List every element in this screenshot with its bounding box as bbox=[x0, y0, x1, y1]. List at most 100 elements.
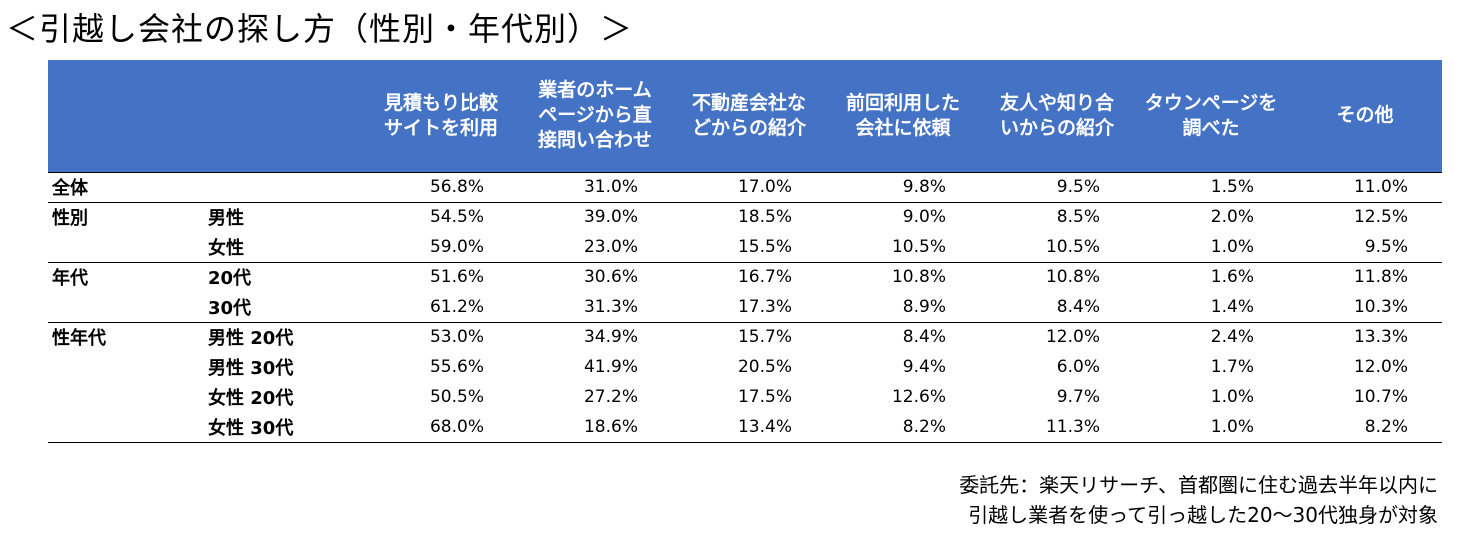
value-cell: 30.6% bbox=[518, 261, 672, 292]
column-header: 見積もり比較 サイトを利用 bbox=[364, 60, 518, 172]
row-sub-label: 男性 30代 bbox=[208, 358, 294, 379]
page-title: ＜引越し会社の探し方（性別・年代別）＞ bbox=[6, 10, 634, 48]
row-group-label bbox=[48, 232, 204, 262]
value-cell: 55.6% bbox=[429, 357, 484, 377]
value-cell: 8.9% bbox=[902, 296, 946, 317]
value-cell: 10.3% bbox=[1353, 296, 1408, 317]
value-cell: 59.0% bbox=[429, 236, 484, 257]
value-cell: 10.8% bbox=[826, 261, 980, 292]
table-row: 30代 61.2% 31.3% 17.3% 8.9% 8.4% 1.4% 10.3% bbox=[48, 292, 1442, 322]
value-cell: 11.8% bbox=[1288, 261, 1442, 292]
value-cell: 15.5% bbox=[737, 236, 792, 257]
value-cell: 8.4% bbox=[1056, 296, 1100, 317]
value-cell: 12.0% bbox=[1353, 357, 1408, 377]
footnote: 委託先：楽天リサーチ、首都圏に住む過去半年以内に 引越し業者を使って引っ越した2… bbox=[959, 473, 1438, 527]
table-row: 年代 20代 51.6% 30.6% 16.7% 10.8% 10.8% 1.6% 11.8% bbox=[48, 261, 1442, 292]
value-cell: 1.7% bbox=[1210, 357, 1254, 377]
value-cell: 41.9% bbox=[583, 357, 638, 377]
value-cell: 27.2% bbox=[583, 387, 638, 407]
row-group-label: 性別 bbox=[48, 201, 204, 232]
header-corner-group bbox=[48, 60, 204, 172]
value-cell: 51.6% bbox=[364, 261, 518, 292]
value-cell: 15.7% bbox=[672, 321, 826, 352]
value-cell: 54.5% bbox=[364, 201, 518, 232]
value-cell: 10.8% bbox=[980, 261, 1134, 292]
value-cell: 20.5% bbox=[737, 357, 792, 377]
value-cell: 34.9% bbox=[518, 321, 672, 352]
value-cell: 1.0% bbox=[1134, 412, 1288, 443]
value-cell: 17.3% bbox=[737, 296, 792, 317]
value-cell: 9.4% bbox=[902, 357, 946, 377]
row-sub-label: 男性 bbox=[204, 201, 364, 232]
value-cell: 1.5% bbox=[1134, 171, 1288, 202]
row-group-label bbox=[48, 292, 204, 322]
value-cell: 8.2% bbox=[826, 412, 980, 443]
row-sub-label: 20代 bbox=[204, 261, 364, 292]
value-cell: 50.5% bbox=[429, 387, 484, 407]
value-cell: 31.3% bbox=[583, 296, 638, 317]
survey-table: 見積もり比較 サイトを利用 業者のホーム ページから直 接問い合わせ 不動産会社… bbox=[48, 60, 1442, 443]
column-header: 業者のホーム ページから直 接問い合わせ bbox=[518, 60, 672, 172]
table-row: 全体 56.8% 31.0% 17.0% 9.8% 9.5% 1.5% 11.0% bbox=[48, 171, 1442, 202]
value-cell: 18.6% bbox=[518, 412, 672, 443]
value-cell: 9.5% bbox=[1364, 236, 1408, 257]
value-cell: 13.4% bbox=[672, 412, 826, 443]
table-row: 女性 20代 50.5% 27.2% 17.5% 12.6% 9.7% 1.0% 10.7% bbox=[48, 382, 1442, 412]
value-cell: 8.5% bbox=[980, 201, 1134, 232]
value-cell: 10.5% bbox=[1045, 236, 1100, 257]
row-group-label: 年代 bbox=[48, 261, 204, 292]
value-cell: 17.0% bbox=[672, 171, 826, 202]
value-cell: 10.5% bbox=[891, 236, 946, 257]
value-cell: 1.0% bbox=[1210, 236, 1254, 257]
value-cell: 6.0% bbox=[1056, 357, 1100, 377]
value-cell: 12.6% bbox=[891, 387, 946, 407]
value-cell: 1.4% bbox=[1210, 296, 1254, 317]
value-cell: 18.5% bbox=[672, 201, 826, 232]
column-header: 友人や知り合 いからの紹介 bbox=[980, 60, 1134, 172]
value-cell: 9.5% bbox=[980, 171, 1134, 202]
table-row: 女性 30代 68.0% 18.6% 13.4% 8.2% 11.3% 1.0% 8.2% bbox=[48, 412, 1442, 443]
row-sub-label bbox=[204, 171, 364, 202]
value-cell: 11.0% bbox=[1288, 171, 1442, 202]
row-group-label bbox=[48, 352, 204, 382]
table-row: 性年代 男性 20代 53.0% 34.9% 15.7% 8.4% 12.0% 2.4% 13.… bbox=[48, 321, 1442, 352]
column-header: その他 bbox=[1288, 60, 1442, 172]
value-cell: 2.4% bbox=[1134, 321, 1288, 352]
value-cell: 8.4% bbox=[826, 321, 980, 352]
value-cell: 8.2% bbox=[1288, 412, 1442, 443]
value-cell: 9.0% bbox=[826, 201, 980, 232]
value-cell: 12.5% bbox=[1288, 201, 1442, 232]
value-cell: 53.0% bbox=[364, 321, 518, 352]
value-cell: 2.0% bbox=[1134, 201, 1288, 232]
row-group-label: 性年代 bbox=[48, 321, 204, 352]
value-cell: 39.0% bbox=[518, 201, 672, 232]
value-cell: 23.0% bbox=[583, 236, 638, 257]
value-cell: 9.8% bbox=[826, 171, 980, 202]
value-cell: 10.7% bbox=[1353, 387, 1408, 407]
value-cell: 31.0% bbox=[518, 171, 672, 202]
row-group-label: 全体 bbox=[48, 171, 204, 202]
table-row: 男性 30代 55.6% 41.9% 20.5% 9.4% 6.0% 1.7% 12.0% bbox=[48, 352, 1442, 382]
value-cell: 68.0% bbox=[364, 412, 518, 443]
value-cell: 13.3% bbox=[1288, 321, 1442, 352]
column-header: 不動産会社な どからの紹介 bbox=[672, 60, 826, 172]
row-sub-label: 女性 20代 bbox=[208, 388, 294, 409]
value-cell: 1.6% bbox=[1134, 261, 1288, 292]
value-cell: 11.3% bbox=[980, 412, 1134, 443]
column-header: タウンページを 調べた bbox=[1134, 60, 1288, 172]
table-row: 性別 男性 54.5% 39.0% 18.5% 9.0% 8.5% 2.0% 12.5% bbox=[48, 201, 1442, 232]
row-sub-label: 30代 bbox=[208, 297, 252, 319]
row-sub-label: 女性 30代 bbox=[204, 412, 364, 443]
column-header: 前回利用した 会社に依頼 bbox=[826, 60, 980, 172]
row-group-label bbox=[48, 412, 204, 443]
value-cell: 56.8% bbox=[364, 171, 518, 202]
value-cell: 1.0% bbox=[1210, 387, 1254, 407]
table-row: 女性 59.0% 23.0% 15.5% 10.5% 10.5% 1.0% 9.5% bbox=[48, 232, 1442, 262]
row-group-label bbox=[48, 382, 204, 412]
table-header-row: 見積もり比較 サイトを利用 業者のホーム ページから直 接問い合わせ 不動産会社… bbox=[48, 60, 1442, 172]
header-corner-sub bbox=[204, 60, 364, 172]
value-cell: 61.2% bbox=[429, 296, 484, 317]
value-cell: 17.5% bbox=[737, 387, 792, 407]
row-sub-label: 女性 bbox=[208, 237, 244, 259]
row-sub-label: 男性 20代 bbox=[204, 321, 364, 352]
